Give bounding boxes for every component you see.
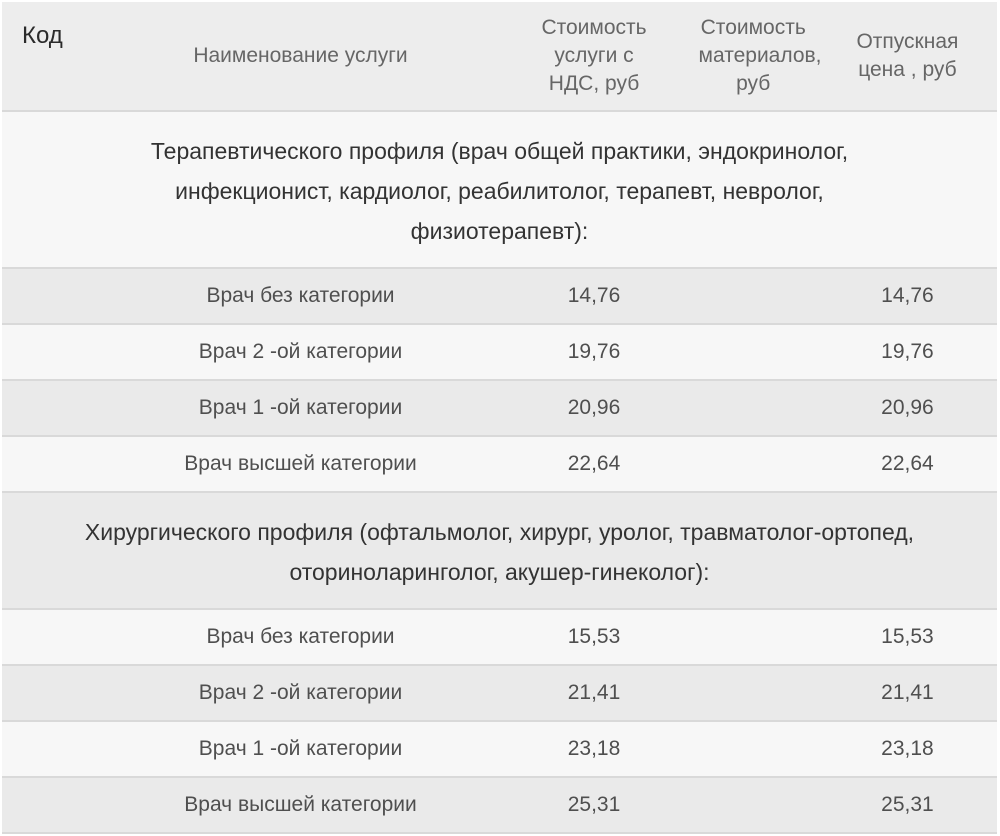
selling-price-cell: 20,96: [817, 380, 997, 437]
code-cell: [2, 268, 102, 325]
code-cell: [2, 777, 102, 834]
table-row: Врач без категории 15,53 15,53: [2, 609, 997, 666]
selling-price-cell: 23,18: [817, 721, 997, 778]
selling-price-cell: 19,76: [817, 324, 997, 381]
cost-with-vat-cell: 25,31: [499, 777, 689, 834]
section-title: Хирургического профиля (офтальмолог, хир…: [2, 492, 997, 610]
materials-cost-cell: [688, 436, 818, 493]
code-cell: [2, 721, 102, 778]
service-name-cell: Врач без категории: [101, 268, 500, 325]
cost-with-vat-cell: 14,76: [499, 268, 689, 325]
selling-price-cell: 14,76: [817, 268, 997, 325]
column-header-service-name: Наименование услуги: [101, 2, 500, 112]
table-row: Врач 2 -ой категории 19,76 19,76: [2, 324, 997, 381]
materials-cost-cell: [688, 380, 818, 437]
table-row: Врач 1 -ой категории 20,96 20,96: [2, 380, 997, 437]
section-row-therapeutic: Терапевтического профиля (врач общей пра…: [2, 111, 997, 269]
cost-with-vat-cell: 22,64: [499, 436, 689, 493]
materials-cost-cell: [688, 324, 818, 381]
table-row: Врач высшей категории 25,31 25,31: [2, 777, 997, 834]
cost-with-vat-cell: 23,18: [499, 721, 689, 778]
section-title: Терапевтического профиля (врач общей пра…: [2, 111, 997, 269]
service-name-cell: Врач 1 -ой категории: [101, 380, 500, 437]
service-name-cell: Врач высшей категории: [101, 436, 500, 493]
code-cell: [2, 609, 102, 666]
column-header-materials-cost: Стоимость материалов, руб: [688, 2, 822, 112]
table-row: Врач высшей категории 22,64 22,64: [2, 436, 997, 493]
table-row: Врач 1 -ой категории 23,18 23,18: [2, 721, 997, 778]
column-header-code: Код: [2, 2, 102, 112]
materials-cost-cell: [688, 609, 818, 666]
selling-price-cell: 22,64: [817, 436, 997, 493]
code-cell: [2, 665, 102, 722]
code-cell: [2, 324, 102, 381]
cost-with-vat-cell: 19,76: [499, 324, 689, 381]
materials-cost-cell: [688, 777, 818, 834]
service-name-cell: Врач без категории: [101, 609, 500, 666]
service-name-cell: Врач высшей категории: [101, 777, 500, 834]
selling-price-cell: 15,53: [817, 609, 997, 666]
section-row-surgical: Хирургического профиля (офтальмолог, хир…: [2, 492, 997, 610]
cost-with-vat-cell: 20,96: [499, 380, 689, 437]
materials-cost-cell: [688, 268, 818, 325]
cost-with-vat-cell: 15,53: [499, 609, 689, 666]
table-header-row: Код Наименование услуги Стоимость услуги…: [2, 2, 997, 112]
table-row: Врач без категории 14,76 14,76: [2, 268, 997, 325]
column-header-selling-price: Отпускная цена , руб: [817, 2, 997, 112]
column-header-cost-with-vat: Стоимость услуги с НДС, руб: [499, 2, 689, 112]
table-row: Врач 2 -ой категории 21,41 21,41: [2, 665, 997, 722]
selling-price-cell: 25,31: [817, 777, 997, 834]
service-name-cell: Врач 1 -ой категории: [101, 721, 500, 778]
service-name-cell: Врач 2 -ой категории: [101, 665, 500, 722]
cost-with-vat-cell: 21,41: [499, 665, 689, 722]
code-cell: [2, 436, 102, 493]
materials-cost-cell: [688, 665, 818, 722]
service-name-cell: Врач 2 -ой категории: [101, 324, 500, 381]
materials-cost-cell: [688, 721, 818, 778]
selling-price-cell: 21,41: [817, 665, 997, 722]
code-cell: [2, 380, 102, 437]
